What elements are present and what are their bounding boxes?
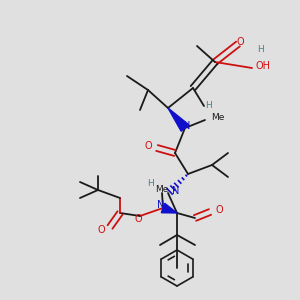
Text: Me: Me [211,113,224,122]
Text: O: O [144,141,152,151]
Text: O: O [98,225,105,235]
Text: H: H [206,101,212,110]
Text: O: O [236,37,244,47]
Text: O: O [134,214,142,224]
Text: H: H [258,44,264,53]
Polygon shape [168,108,189,131]
Text: Me: Me [155,184,169,194]
Text: N: N [157,200,165,210]
Polygon shape [161,203,177,213]
Text: N: N [183,121,191,131]
Text: N: N [172,186,179,196]
Text: O: O [215,205,223,215]
Text: OH: OH [256,61,271,71]
Text: H: H [147,178,154,188]
